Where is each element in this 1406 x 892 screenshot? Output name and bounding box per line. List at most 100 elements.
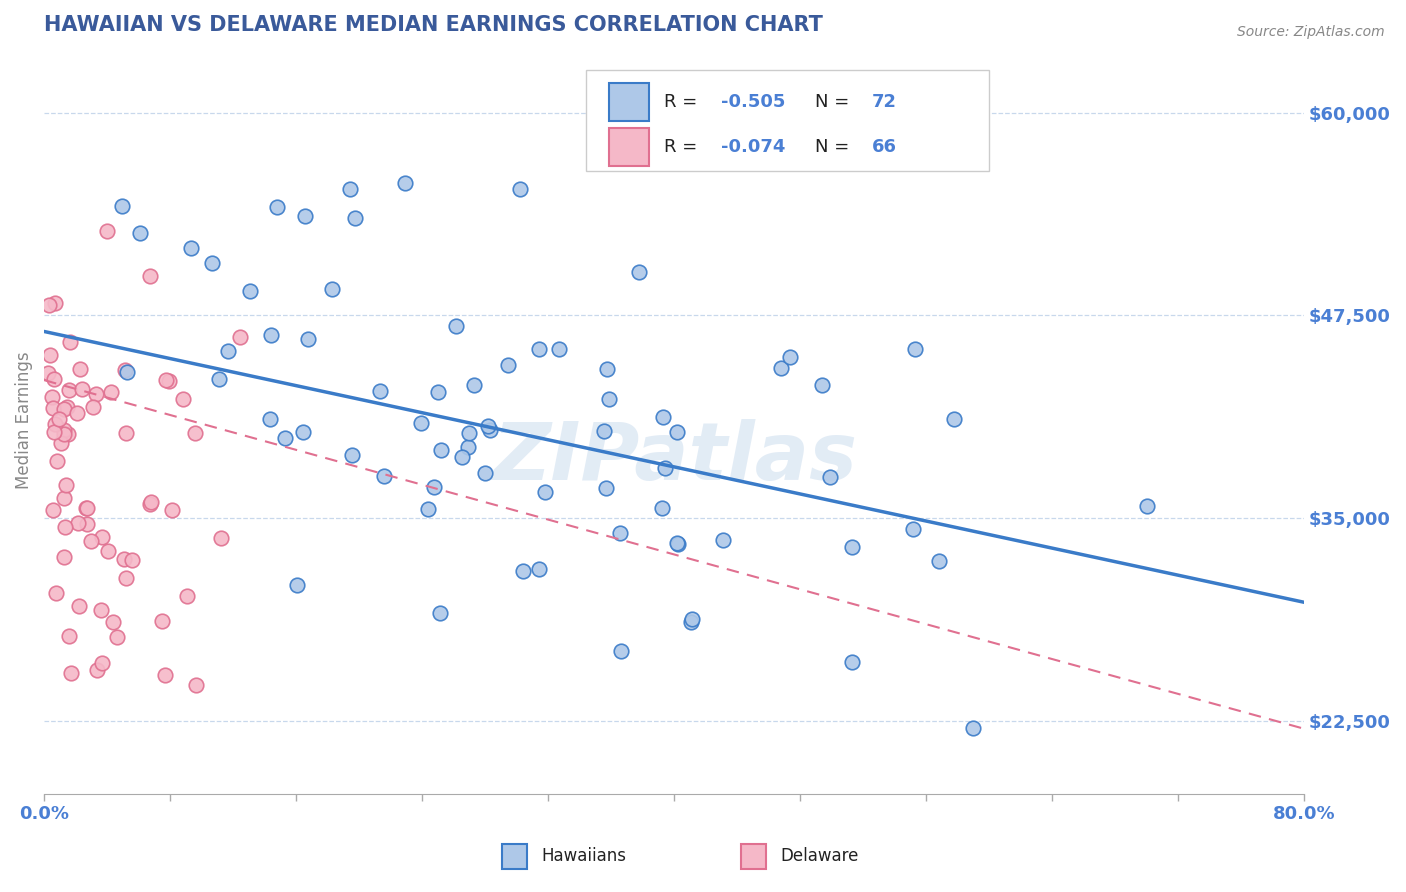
Point [769, 360, 792, 375]
Text: Source: ZipAtlas.com: Source: ZipAtlas.com [1237, 25, 1385, 39]
Point [75, 501, 97, 516]
Point [681, 612, 703, 626]
Point [41, 503, 63, 517]
Text: -0.505: -0.505 [721, 93, 785, 112]
Point [285, 578, 308, 592]
Point [76, 516, 98, 531]
Point [962, 721, 984, 735]
Point [651, 500, 673, 515]
Text: 66: 66 [872, 138, 897, 156]
Point [458, 426, 481, 441]
Point [340, 448, 363, 462]
Point [943, 412, 966, 426]
Point [444, 318, 467, 333]
Point [294, 209, 316, 223]
Text: N =: N = [815, 138, 855, 156]
Point [58, 383, 80, 397]
Point [239, 284, 262, 298]
Text: ZIPatlas: ZIPatlas [492, 419, 856, 497]
Point [150, 614, 173, 628]
Point [84, 386, 107, 401]
Point [41, 391, 63, 405]
Point [928, 554, 950, 568]
Point [339, 182, 361, 196]
Point [344, 211, 367, 225]
Point [155, 373, 177, 387]
Point [457, 440, 479, 454]
Point [82, 400, 104, 414]
Point [201, 256, 224, 270]
Point [160, 503, 183, 517]
Point [96, 224, 118, 238]
Point [101, 615, 124, 629]
FancyBboxPatch shape [586, 70, 990, 170]
Point [38, 349, 60, 363]
Point [176, 590, 198, 604]
Point [59, 665, 82, 680]
Text: Delaware: Delaware [780, 847, 859, 865]
Point [111, 199, 134, 213]
Point [209, 532, 232, 546]
Point [90, 603, 112, 617]
Point [52, 423, 75, 437]
Text: Hawaiians: Hawaiians [541, 847, 626, 865]
Point [411, 416, 433, 430]
Point [45, 586, 67, 600]
Point [666, 537, 689, 551]
Point [105, 630, 128, 644]
Point [811, 378, 834, 392]
Point [52, 549, 75, 564]
Point [512, 564, 534, 578]
Point [321, 282, 343, 296]
Point [80, 534, 103, 549]
Point [217, 343, 239, 358]
Point [139, 269, 162, 284]
Point [651, 409, 673, 424]
Point [418, 502, 440, 516]
Point [260, 328, 283, 343]
FancyBboxPatch shape [609, 84, 650, 120]
Point [430, 442, 453, 457]
Point [423, 480, 446, 494]
Text: 72: 72 [872, 93, 897, 112]
Point [208, 372, 231, 386]
Point [46, 454, 69, 468]
Point [42, 425, 65, 439]
Point [901, 522, 924, 536]
Point [291, 425, 314, 439]
Point [259, 412, 281, 426]
Point [42, 372, 65, 386]
Point [112, 552, 135, 566]
Point [56, 427, 79, 442]
Point [76, 501, 98, 516]
Point [67, 516, 90, 531]
Point [527, 562, 550, 576]
Point [595, 361, 617, 376]
FancyBboxPatch shape [609, 128, 650, 166]
Point [70, 382, 93, 396]
Point [97, 544, 120, 558]
Point [129, 226, 152, 240]
Point [121, 553, 143, 567]
Point [368, 384, 391, 399]
Point [44, 417, 66, 431]
Point [44, 296, 66, 310]
Point [139, 497, 162, 511]
Text: R =: R = [664, 93, 703, 112]
Point [115, 365, 138, 379]
Point [37, 366, 59, 380]
Point [114, 363, 136, 377]
Point [904, 343, 927, 357]
Point [1136, 500, 1159, 514]
Point [53, 519, 76, 533]
Point [474, 466, 496, 480]
Point [496, 358, 519, 372]
Point [58, 629, 80, 643]
Point [592, 424, 614, 438]
Point [628, 265, 651, 279]
Point [153, 667, 176, 681]
Point [48, 412, 70, 426]
Point [548, 342, 571, 356]
Point [609, 526, 631, 541]
Point [477, 418, 499, 433]
